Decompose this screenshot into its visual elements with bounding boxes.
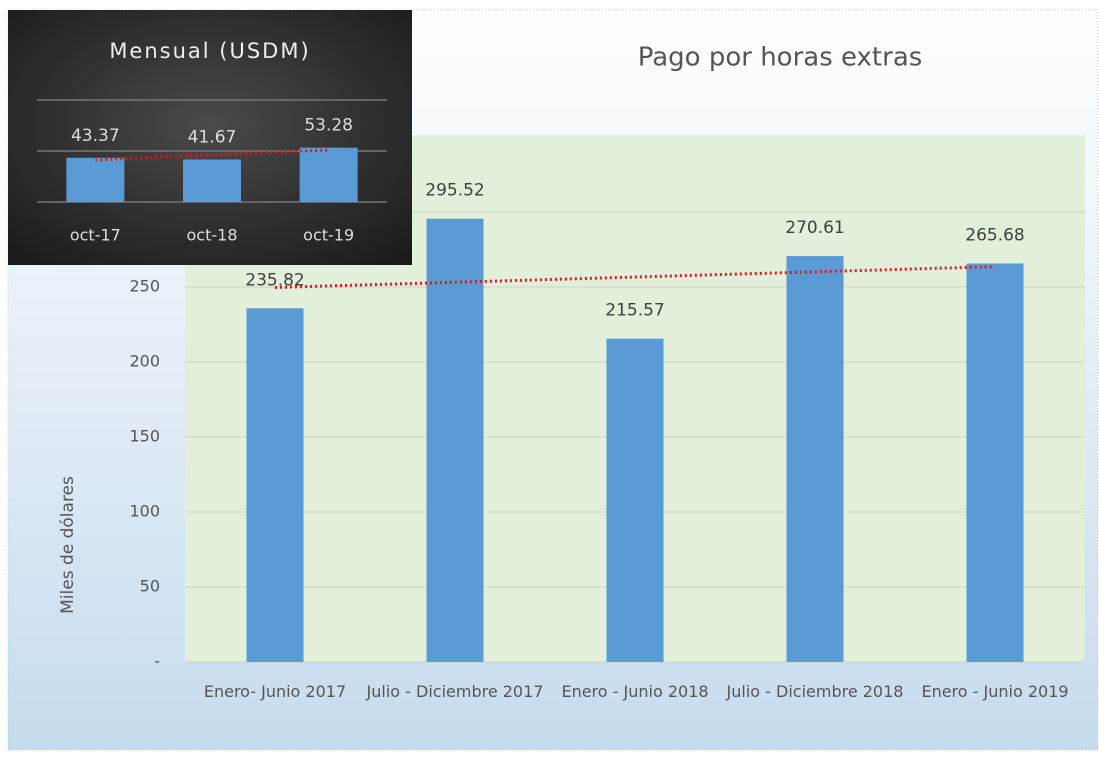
bar <box>66 157 125 202</box>
y-tick-label: 150 <box>129 427 160 446</box>
bar <box>246 308 304 662</box>
trendline <box>274 265 996 289</box>
y-tick-label: 200 <box>129 352 160 371</box>
x-tick-label: oct-17 <box>70 226 121 245</box>
trendline <box>95 148 329 162</box>
data-label: 41.67 <box>188 127 237 147</box>
bar <box>426 218 484 662</box>
x-tick-label: Julio - Diciembre 2018 <box>726 682 904 701</box>
bar <box>786 256 844 662</box>
data-label: 295.52 <box>425 181 484 201</box>
bar <box>183 159 241 202</box>
x-tick-label: oct-19 <box>303 226 354 245</box>
data-label: 265.68 <box>965 225 1024 245</box>
data-label: 215.57 <box>605 301 664 321</box>
bar <box>966 263 1024 662</box>
chart-title: Pago por horas extras <box>638 43 923 73</box>
y-tick-label: - <box>154 652 160 671</box>
data-label: 43.37 <box>71 126 120 146</box>
x-tick-label: Julio - Diciembre 2017 <box>366 682 544 701</box>
bar <box>606 338 664 662</box>
bar <box>299 147 358 202</box>
inset-chart: 43.37 oct-17 41.67 oct-18 53.28 oct-19 <box>37 99 387 245</box>
y-tick-label: 100 <box>129 502 160 521</box>
inset-background <box>8 10 412 265</box>
x-tick-label: Enero- Junio 2017 <box>203 682 347 701</box>
x-tick-label: Enero - Junio 2018 <box>561 682 709 701</box>
data-label: 270.61 <box>785 218 844 238</box>
y-axis-label: Miles de dólares <box>58 476 78 614</box>
inset-title: Mensual (USDM) <box>109 39 310 63</box>
x-tick-label: oct-18 <box>187 226 238 245</box>
x-tick-label: Enero - Junio 2019 <box>921 682 1069 701</box>
data-label: 53.28 <box>304 116 353 136</box>
data-label: 235.82 <box>245 270 304 290</box>
y-tick-label: 50 <box>140 577 160 596</box>
y-tick-label: 250 <box>129 277 160 296</box>
